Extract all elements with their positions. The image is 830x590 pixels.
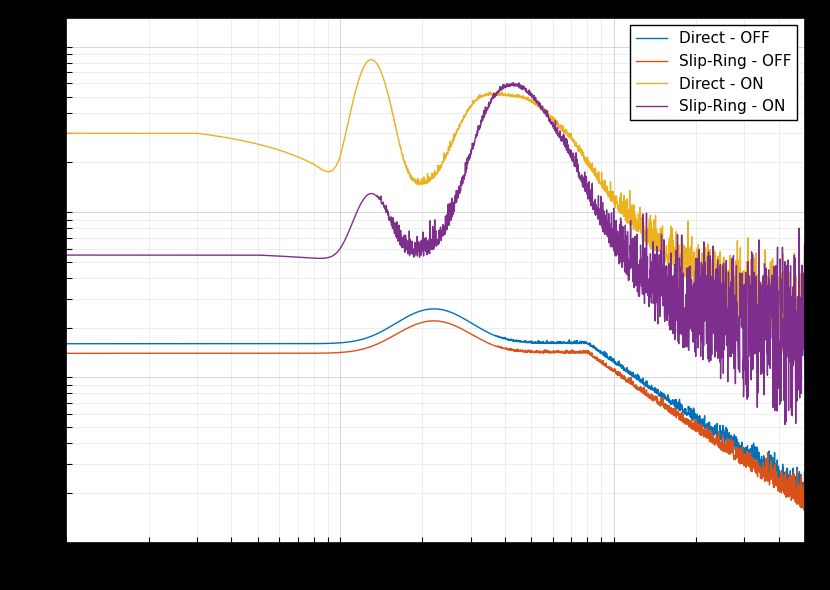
Direct - OFF	[800, 473, 810, 480]
Line: Direct - ON: Direct - ON	[66, 60, 805, 372]
Slip-Ring - OFF	[429, 317, 439, 324]
Slip-Ring - ON	[145, 251, 155, 258]
Direct - ON	[786, 327, 796, 334]
Slip-Ring - ON	[61, 251, 71, 258]
Slip-Ring - ON	[344, 226, 354, 233]
Direct - ON	[800, 359, 810, 366]
Direct - OFF	[61, 340, 71, 348]
Direct - ON	[800, 368, 810, 375]
Slip-Ring - OFF	[800, 503, 810, 510]
Slip-Ring - OFF	[61, 350, 71, 357]
Direct - ON	[344, 112, 354, 119]
Slip-Ring - ON	[189, 251, 199, 258]
Direct - OFF	[786, 484, 796, 491]
Slip-Ring - OFF	[706, 438, 716, 445]
Direct - OFF	[798, 496, 808, 503]
Slip-Ring - OFF	[344, 348, 354, 355]
Direct - ON	[366, 56, 376, 63]
Slip-Ring - ON	[780, 421, 790, 428]
Slip-Ring - ON	[508, 79, 518, 86]
Slip-Ring - ON	[706, 296, 716, 303]
Direct - OFF	[429, 305, 439, 312]
Legend: Direct - OFF, Slip-Ring - OFF, Direct - ON, Slip-Ring - ON: Direct - OFF, Slip-Ring - OFF, Direct - …	[630, 25, 798, 120]
Direct - ON	[145, 130, 155, 137]
Slip-Ring - OFF	[145, 350, 155, 357]
Direct - OFF	[344, 338, 354, 345]
Direct - ON	[377, 71, 387, 78]
Slip-Ring - OFF	[799, 506, 809, 513]
Line: Slip-Ring - ON: Slip-Ring - ON	[66, 83, 805, 425]
Line: Direct - OFF: Direct - OFF	[66, 309, 805, 500]
Direct - OFF	[377, 328, 387, 335]
Slip-Ring - OFF	[189, 350, 199, 357]
Slip-Ring - OFF	[786, 486, 796, 493]
Direct - ON	[189, 130, 199, 137]
Line: Slip-Ring - OFF: Slip-Ring - OFF	[66, 321, 805, 510]
Direct - ON	[706, 268, 716, 276]
Direct - OFF	[189, 340, 199, 348]
Direct - OFF	[145, 340, 155, 348]
Slip-Ring - ON	[800, 273, 810, 280]
Slip-Ring - OFF	[377, 339, 387, 346]
Direct - ON	[61, 130, 71, 137]
Direct - OFF	[706, 423, 716, 430]
Slip-Ring - ON	[786, 404, 796, 411]
Slip-Ring - ON	[377, 199, 387, 206]
